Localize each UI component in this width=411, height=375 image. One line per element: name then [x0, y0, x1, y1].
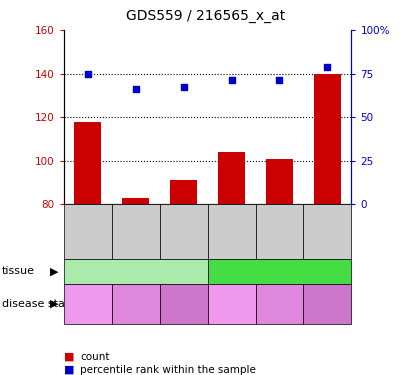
Point [180, 84, 187, 90]
Text: disease state: disease state [2, 299, 76, 309]
Text: tissue: tissue [2, 267, 35, 276]
Text: GSM19138: GSM19138 [131, 209, 140, 254]
Text: ulcerative
colitis: ulcerative colitis [308, 294, 346, 314]
Text: ▶: ▶ [51, 267, 59, 276]
Text: ▶: ▶ [51, 299, 59, 309]
Text: ■: ■ [64, 365, 74, 375]
Text: GSM19140: GSM19140 [179, 209, 188, 254]
Point [84, 70, 91, 76]
Text: ■: ■ [64, 352, 74, 362]
Text: colon: colon [263, 265, 296, 278]
Text: ileum: ileum [118, 265, 153, 278]
Text: GSM19139: GSM19139 [275, 209, 284, 254]
Bar [171, 180, 197, 204]
Text: percentile rank within the sample: percentile rank within the sample [80, 365, 256, 375]
Text: GSM19141: GSM19141 [323, 209, 332, 254]
Text: Crohn's
disease: Crohn's disease [121, 294, 150, 314]
Point [132, 86, 139, 92]
Text: ulcerative
colitis: ulcerative colitis [164, 294, 203, 314]
Bar [122, 198, 149, 204]
Point [228, 77, 235, 83]
Point [324, 64, 331, 70]
Text: control: control [74, 299, 101, 308]
Bar [218, 152, 245, 204]
Text: control: control [218, 299, 245, 308]
Bar [314, 74, 341, 204]
Text: GDS559 / 216565_x_at: GDS559 / 216565_x_at [126, 9, 285, 23]
Bar [266, 159, 293, 204]
Text: Crohn's
disease: Crohn's disease [265, 294, 294, 314]
Text: count: count [80, 352, 110, 362]
Text: GSM19135: GSM19135 [83, 209, 92, 254]
Point [276, 77, 283, 83]
Bar [74, 122, 101, 204]
Text: GSM19137: GSM19137 [227, 209, 236, 254]
